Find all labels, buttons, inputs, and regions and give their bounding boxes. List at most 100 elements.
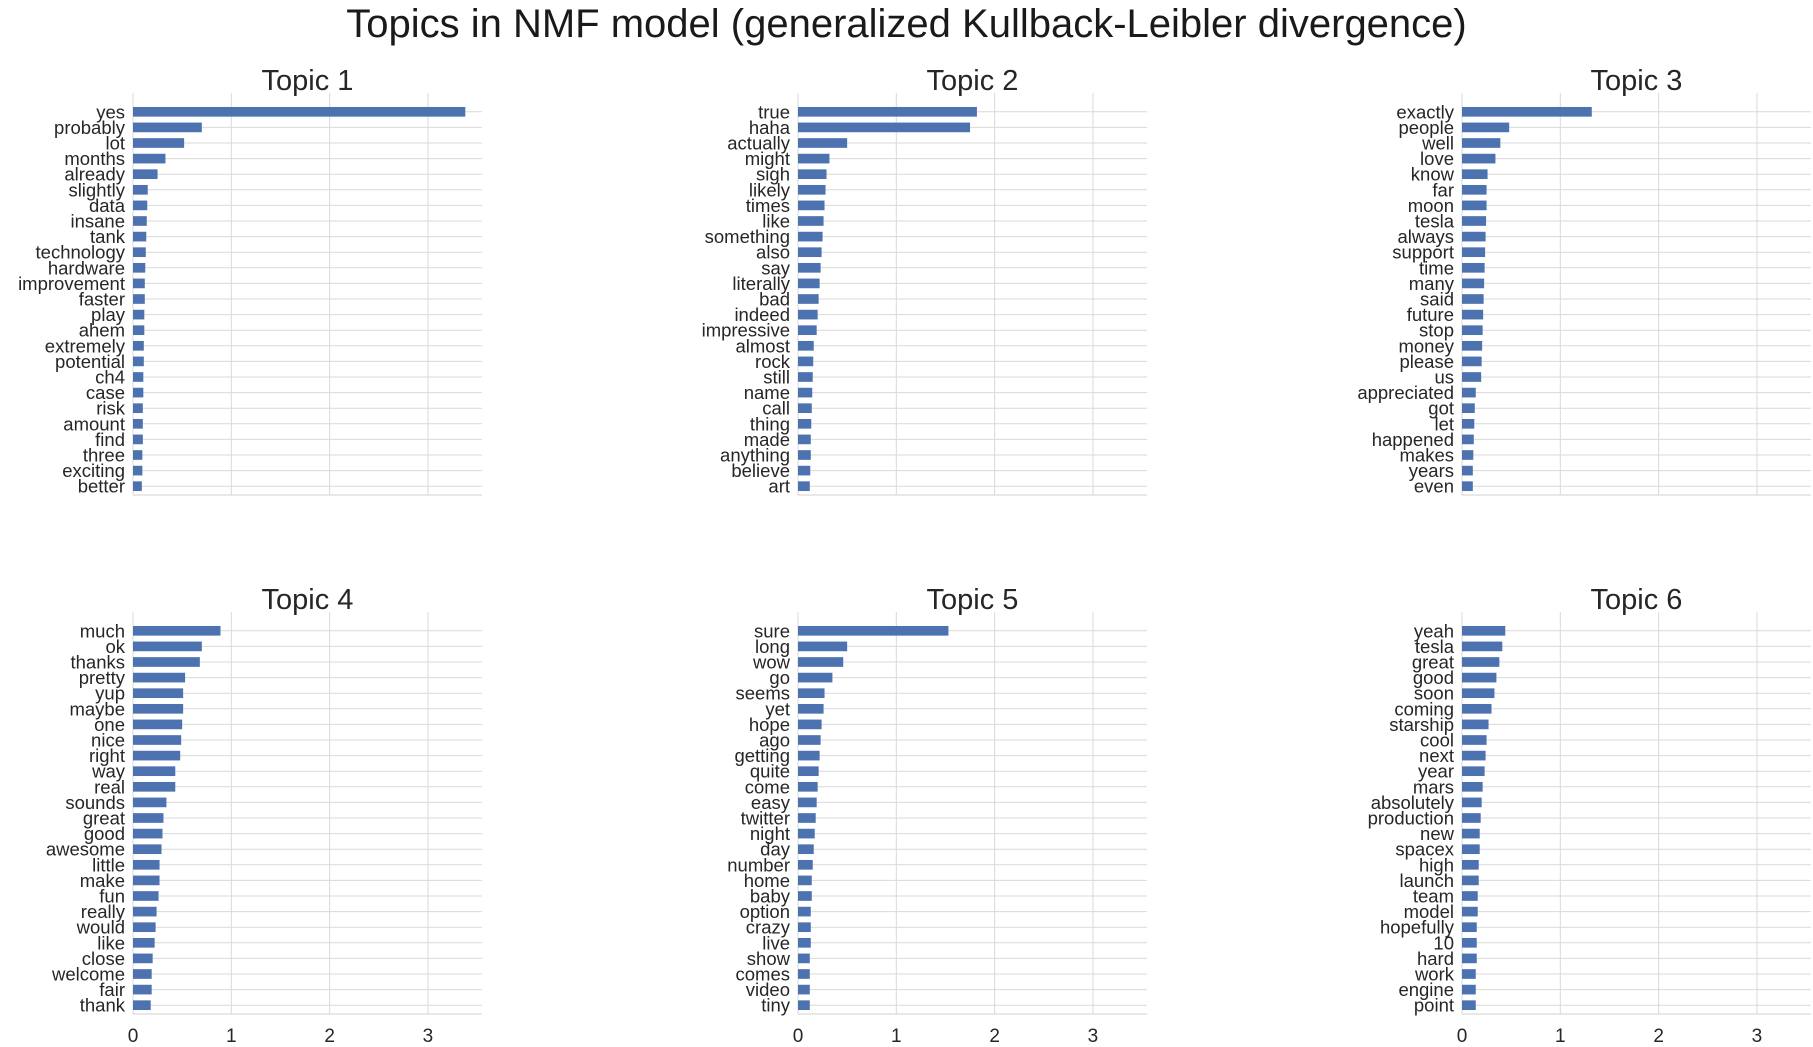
category-label: know — [1411, 164, 1455, 185]
bar — [1462, 122, 1510, 133]
x-tick-label: 2 — [989, 1026, 1000, 1047]
bar — [133, 278, 145, 289]
bar — [1462, 984, 1476, 995]
bar — [1462, 465, 1473, 476]
category-label: quite — [750, 761, 790, 782]
bar — [1462, 403, 1475, 414]
category-label: number — [727, 854, 790, 875]
bar — [133, 766, 176, 777]
category-label: crazy — [746, 917, 791, 938]
category-label: believe — [731, 460, 790, 481]
bar — [133, 735, 182, 745]
bar — [798, 735, 821, 745]
category-label: thing — [750, 413, 790, 434]
bar — [798, 418, 812, 429]
category-label: extremely — [45, 335, 126, 356]
category-label: bad — [759, 289, 790, 310]
bar — [1462, 481, 1473, 492]
bar — [1462, 922, 1477, 933]
category-label: potential — [55, 351, 125, 372]
category-label: good — [84, 823, 125, 844]
category-label: call — [762, 398, 790, 419]
category-label: production — [1368, 808, 1454, 829]
x-tick-label: 3 — [423, 1026, 434, 1047]
category-label: makes — [1400, 445, 1455, 466]
category-label: really — [81, 901, 126, 922]
bar — [1462, 184, 1487, 195]
bar — [1462, 828, 1480, 839]
category-label: cool — [1420, 730, 1454, 751]
category-label: actually — [727, 133, 790, 154]
bar — [1462, 781, 1483, 792]
bar — [133, 231, 147, 242]
category-label: tesla — [1415, 211, 1455, 232]
category-label: might — [745, 148, 790, 169]
category-label: got — [1428, 398, 1454, 419]
bar — [798, 937, 811, 948]
category-label: mars — [1413, 776, 1454, 797]
category-label: close — [82, 948, 125, 969]
bar — [798, 953, 810, 964]
bar — [1462, 625, 1506, 636]
category-label: like — [762, 211, 790, 232]
category-label: tank — [90, 226, 126, 247]
bar — [1462, 200, 1487, 211]
category-label: haha — [749, 117, 791, 138]
bar — [133, 372, 144, 382]
bar — [798, 106, 977, 117]
bar — [1462, 766, 1485, 777]
category-label: easy — [751, 792, 791, 813]
panel-title: Topic 2 — [927, 65, 1019, 97]
bar — [133, 153, 166, 164]
category-label: starship — [1389, 714, 1454, 735]
category-label: home — [744, 870, 790, 891]
category-label: lot — [105, 133, 125, 154]
bar — [133, 169, 158, 180]
bar — [798, 797, 817, 808]
bar — [133, 122, 202, 133]
bar — [133, 200, 148, 211]
category-label: high — [1419, 854, 1454, 875]
category-label: please — [1399, 351, 1454, 372]
bar — [1462, 813, 1481, 823]
bar — [798, 859, 813, 870]
bar — [1462, 387, 1476, 398]
bar — [133, 641, 202, 652]
bar — [798, 294, 819, 304]
bar — [1462, 247, 1486, 258]
panel-title: Topic 1 — [262, 65, 354, 97]
category-label: right — [89, 745, 125, 766]
category-label: go — [769, 667, 790, 688]
bar — [798, 372, 813, 382]
category-label: year — [1418, 761, 1454, 782]
category-label: ok — [105, 636, 125, 657]
bar — [1462, 797, 1482, 808]
category-label: impressive — [702, 320, 790, 341]
category-label: support — [1392, 242, 1454, 263]
panel-title: Topic 4 — [262, 584, 354, 616]
bar — [798, 450, 811, 460]
category-label: already — [64, 164, 125, 185]
category-label: hope — [749, 714, 790, 735]
category-label: make — [80, 870, 125, 891]
bar — [133, 403, 143, 414]
category-label: like — [97, 932, 125, 953]
category-label: great — [83, 808, 125, 829]
bar — [133, 859, 160, 870]
category-label: comes — [736, 964, 791, 985]
category-label: hopefully — [1380, 917, 1455, 938]
category-label: much — [80, 620, 125, 641]
category-label: coming — [1394, 698, 1454, 719]
bar — [133, 797, 167, 808]
category-label: exactly — [1396, 101, 1454, 122]
bar — [798, 356, 814, 367]
bar — [798, 122, 971, 133]
x-tick-label: 1 — [891, 1026, 902, 1047]
category-label: money — [1398, 335, 1454, 356]
bar — [1462, 231, 1486, 242]
category-label: hard — [1417, 948, 1454, 969]
category-label: still — [763, 367, 790, 388]
category-label: love — [1420, 148, 1454, 169]
bar — [133, 387, 144, 398]
